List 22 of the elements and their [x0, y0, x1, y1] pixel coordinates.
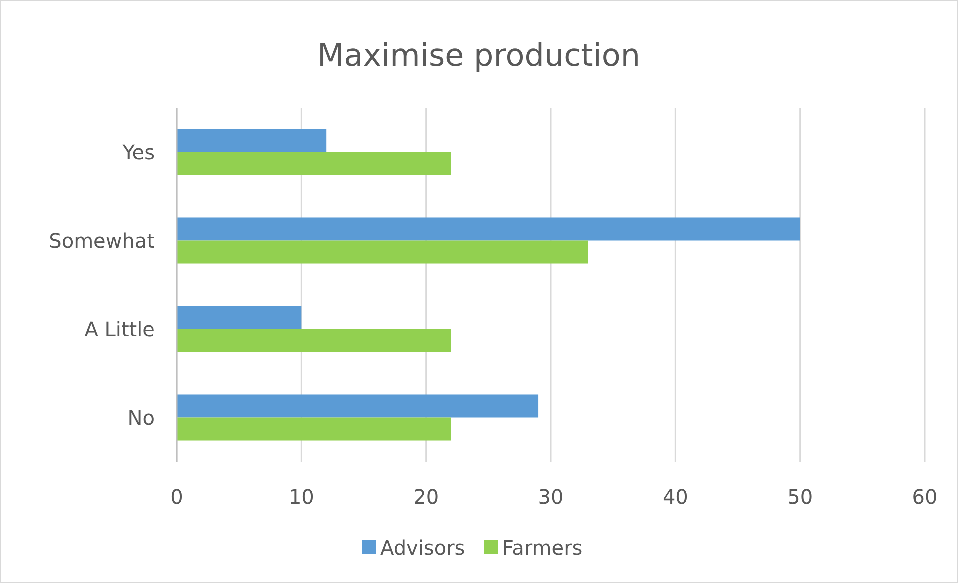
- y-tick-label: No: [128, 406, 155, 430]
- y-tick-label: Yes: [122, 140, 155, 164]
- bar: [177, 418, 452, 441]
- x-tick-label: 0: [170, 485, 184, 509]
- x-tick-label: 50: [788, 485, 814, 509]
- legend-label: Advisors: [380, 536, 466, 560]
- bar: [177, 152, 452, 176]
- legend-label: Farmers: [502, 536, 583, 560]
- y-tick-label: Somewhat: [49, 228, 156, 253]
- bar: [177, 306, 302, 330]
- x-tick-label: 20: [414, 485, 440, 509]
- x-tick-label: 30: [538, 485, 564, 509]
- bar: [177, 240, 588, 264]
- chart-title: Maximise production: [317, 38, 641, 74]
- bar: [177, 129, 327, 152]
- y-tick-label: A Little: [84, 317, 155, 342]
- bar: [177, 218, 800, 241]
- x-tick-label: 40: [662, 485, 688, 509]
- bar: [177, 329, 452, 352]
- bar: [177, 394, 539, 418]
- x-tick-label: 10: [288, 485, 314, 509]
- x-tick-label: 60: [912, 485, 938, 509]
